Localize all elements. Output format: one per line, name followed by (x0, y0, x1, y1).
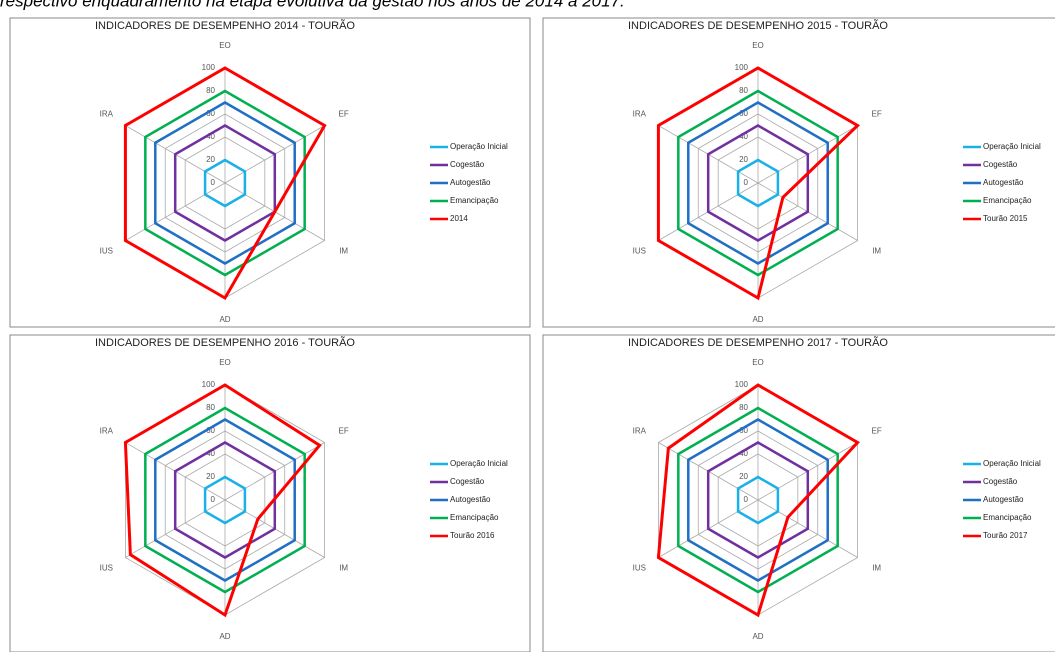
series-line (706, 441, 810, 559)
tick-label: 80 (206, 403, 215, 412)
legend-label: Tourão 2015 (983, 214, 1028, 223)
category-label: IUS (633, 564, 646, 573)
legend-label: Cogestão (450, 477, 485, 486)
tick-label: 80 (739, 86, 748, 95)
category-label: EF (339, 427, 349, 436)
legend-label: Cogestão (983, 477, 1018, 486)
chart-frame (9, 334, 531, 652)
category-label: IUS (100, 247, 113, 256)
chart-frame (542, 334, 1055, 652)
series-line (656, 383, 860, 618)
category-label: EF (872, 427, 882, 436)
legend-label: Cogestão (450, 160, 485, 169)
series-line (173, 441, 277, 559)
tick-label: 20 (739, 472, 748, 481)
legend-label: Emancipação (983, 513, 1032, 522)
category-label: EO (219, 358, 231, 367)
series-line (706, 124, 810, 242)
series-line (203, 158, 247, 208)
series-line (203, 475, 247, 525)
legend-label: Cogestão (983, 160, 1018, 169)
category-label: IM (872, 247, 881, 256)
tick-label: 0 (744, 178, 749, 187)
legend-label: Autogestão (983, 495, 1024, 504)
legend-label: 2014 (450, 214, 468, 223)
tick-label: 0 (211, 495, 216, 504)
series-line (687, 418, 829, 582)
tick-label: 60 (206, 426, 215, 435)
category-label: IRA (100, 110, 114, 119)
tick-label: 80 (739, 403, 748, 412)
tick-label: 40 (206, 132, 215, 141)
category-label: IM (339, 247, 348, 256)
series-line (123, 383, 322, 618)
legend-label: Autogestão (983, 178, 1024, 187)
category-label: IRA (100, 427, 114, 436)
tick-label: 60 (739, 109, 748, 118)
tick-label: 100 (202, 63, 216, 72)
category-label: IM (872, 564, 881, 573)
tick-label: 20 (739, 155, 748, 164)
tick-label: 80 (206, 86, 215, 95)
series-line (123, 66, 327, 301)
chart-title: INDICADORES DE DESEMPENHO 2014 - TOURÃO (95, 19, 355, 32)
tick-label: 40 (739, 132, 748, 141)
category-label: EF (872, 110, 882, 119)
series-line (687, 101, 829, 265)
legend-label: Emancipação (450, 196, 499, 205)
series-line (154, 418, 296, 582)
legend-label: Emancipação (450, 513, 499, 522)
tick-label: 0 (744, 495, 749, 504)
tick-label: 20 (206, 155, 215, 164)
legend-label: Autogestão (450, 495, 491, 504)
category-label: EF (339, 110, 349, 119)
category-label: EO (752, 358, 764, 367)
category-label: IM (339, 564, 348, 573)
category-label: IRA (633, 427, 647, 436)
legend-label: Operação Inicial (450, 142, 508, 151)
tick-label: 60 (739, 426, 748, 435)
legend-label: Tourão 2016 (450, 531, 495, 540)
legend-label: Operação Inicial (983, 142, 1041, 151)
category-label: IUS (100, 564, 113, 573)
category-label: AD (219, 315, 230, 324)
chart-frame (9, 17, 531, 328)
caption: respectivo enquadramento na etapa evolut… (0, 0, 625, 10)
tick-label: 100 (735, 63, 749, 72)
chart-title: INDICADORES DE DESEMPENHO 2016 - TOURÃO (95, 336, 355, 349)
category-label: AD (752, 632, 763, 641)
tick-label: 20 (206, 472, 215, 481)
series-line (677, 406, 839, 594)
legend-label: Autogestão (450, 178, 491, 187)
series-line (656, 66, 861, 301)
legend-label: Operação Inicial (983, 459, 1041, 468)
tick-label: 100 (202, 380, 216, 389)
category-label: EO (752, 41, 764, 50)
series-line (144, 89, 306, 277)
legend-label: Emancipação (983, 196, 1032, 205)
chart-frame (542, 17, 1055, 328)
tick-label: 100 (735, 380, 749, 389)
series-line (144, 406, 306, 594)
tick-label: 60 (206, 109, 215, 118)
category-label: IRA (633, 110, 647, 119)
legend-label: Operação Inicial (450, 459, 508, 468)
tick-label: 40 (206, 449, 215, 458)
category-label: EO (219, 41, 231, 50)
tick-label: 40 (739, 449, 748, 458)
series-line (736, 158, 780, 208)
category-label: AD (752, 315, 763, 324)
series-line (173, 124, 277, 242)
chart-title: INDICADORES DE DESEMPENHO 2017 - TOURÃO (628, 336, 888, 349)
series-line (677, 89, 839, 277)
category-label: IUS (633, 247, 646, 256)
chart-title: INDICADORES DE DESEMPENHO 2015 - TOURÃO (628, 19, 888, 32)
legend-label: Tourão 2017 (983, 531, 1028, 540)
series-line (154, 101, 296, 265)
series-line (736, 475, 780, 525)
tick-label: 0 (211, 178, 216, 187)
category-label: AD (219, 632, 230, 641)
